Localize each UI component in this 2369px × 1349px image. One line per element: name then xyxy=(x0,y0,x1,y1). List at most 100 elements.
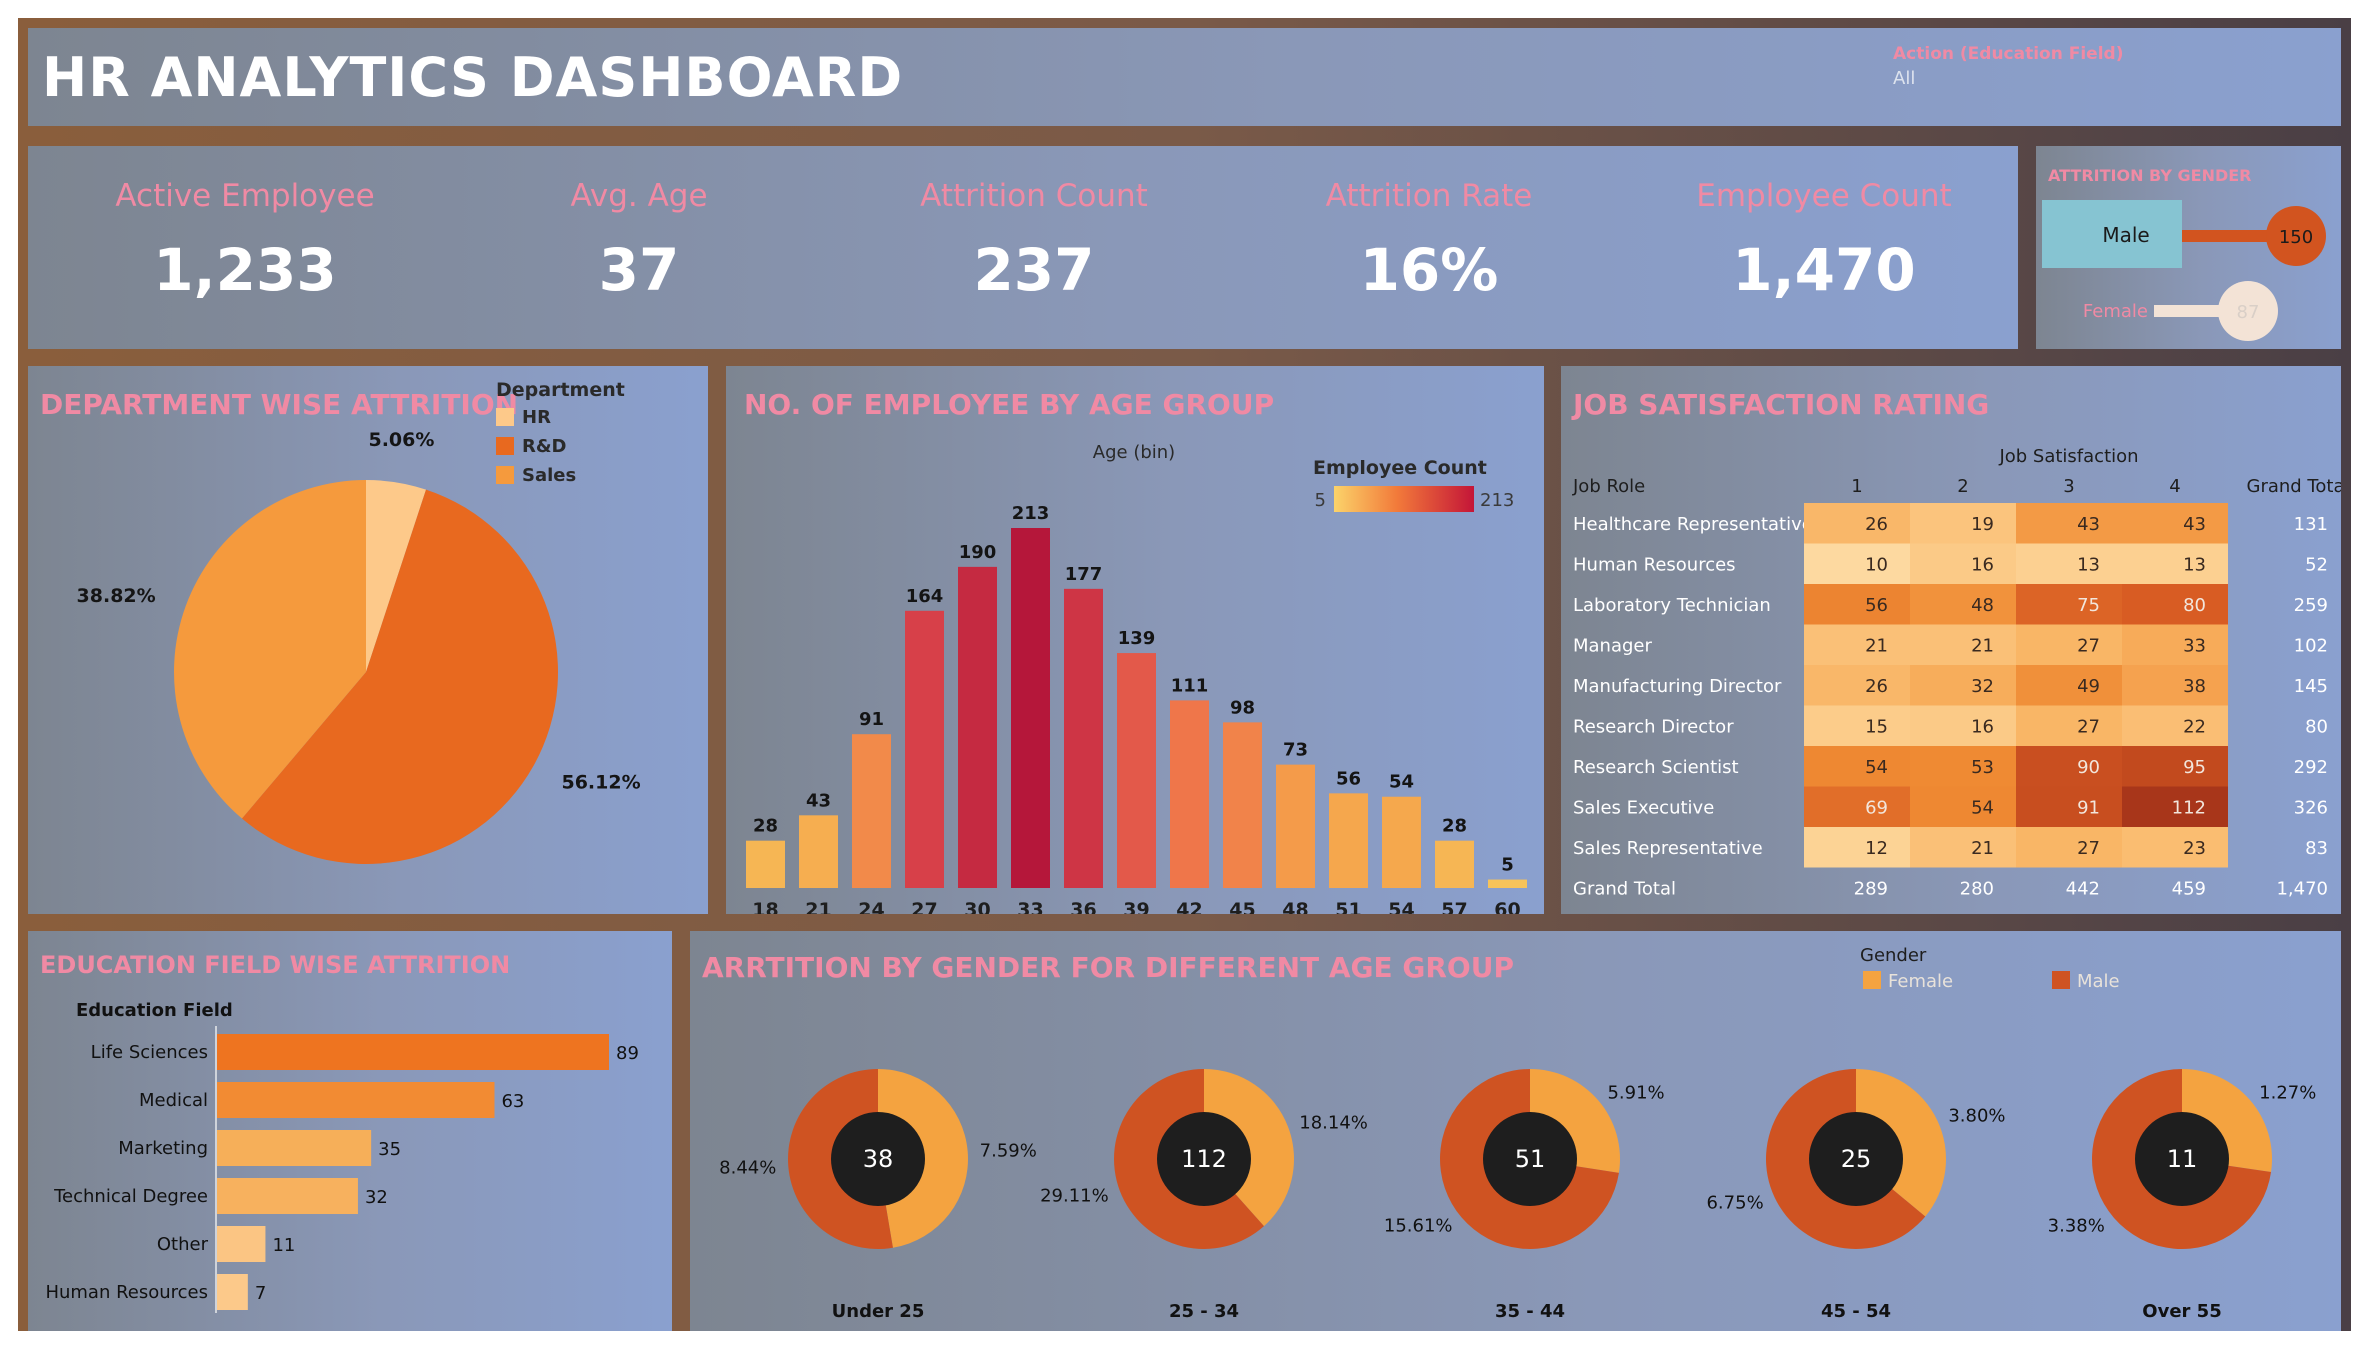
heatmap-cell[interactable] xyxy=(2122,624,2228,666)
donut-female-segment[interactable] xyxy=(1856,1069,1947,1217)
heatmap-cell[interactable] xyxy=(1804,543,1910,585)
heatmap-cell[interactable] xyxy=(2122,543,2228,585)
heatmap-cell[interactable] xyxy=(1910,665,2016,706)
donut-center-value: 112 xyxy=(1181,1145,1227,1173)
bar-value-label: 28 xyxy=(753,816,778,837)
donut-center xyxy=(1809,1112,1903,1206)
heatmap-cell[interactable] xyxy=(2016,665,2122,706)
heatmap-cell[interactable] xyxy=(1910,503,2016,544)
education-bar[interactable] xyxy=(217,1226,266,1262)
heatmap-cell[interactable] xyxy=(2016,584,2122,625)
heatmap-cell[interactable] xyxy=(2122,786,2228,828)
panel-title: ARRTITION BY GENDER FOR DIFFERENT AGE GR… xyxy=(702,951,1514,984)
gender-lollipop-chart: Male 150 Female 87 xyxy=(2042,200,2326,341)
heatmap-cell[interactable] xyxy=(2122,705,2228,747)
cell-value: 75 xyxy=(2077,595,2100,616)
filter-value[interactable]: All xyxy=(1893,68,1916,89)
heatmap-cell[interactable] xyxy=(1910,584,2016,625)
education-bar[interactable] xyxy=(217,1034,609,1070)
row-total: 80 xyxy=(2305,717,2328,738)
age-bar[interactable] xyxy=(1488,879,1527,888)
age-bar[interactable] xyxy=(1382,796,1421,888)
pie-slice-hr[interactable] xyxy=(366,480,427,672)
donut-male-segment[interactable] xyxy=(1766,1069,1926,1249)
row-total: 292 xyxy=(2294,757,2328,778)
donut-male-segment[interactable] xyxy=(1114,1069,1264,1249)
education-bar[interactable] xyxy=(217,1274,248,1310)
legend-swatch xyxy=(496,466,514,484)
heatmap-cell[interactable] xyxy=(2122,827,2228,868)
category-label: Life Sciences xyxy=(91,1042,208,1063)
column-header: 1 xyxy=(1851,476,1862,497)
donut-male-segment[interactable] xyxy=(2092,1069,2272,1249)
heatmap-cell[interactable] xyxy=(1910,786,2016,828)
male-pct-label: 15.61% xyxy=(1384,1215,1453,1236)
heatmap-cell[interactable] xyxy=(2016,503,2122,544)
donut-female-segment[interactable] xyxy=(878,1069,968,1248)
heatmap-cell[interactable] xyxy=(1804,503,1910,544)
age-bar[interactable] xyxy=(799,815,838,888)
heatmap-cell[interactable] xyxy=(2122,584,2228,625)
heatmap-cell[interactable] xyxy=(2016,746,2122,787)
cell-value: 32 xyxy=(1971,676,1994,697)
heatmap-cell[interactable] xyxy=(1804,624,1910,666)
heatmap-cell[interactable] xyxy=(1804,746,1910,787)
education-field-filter[interactable]: Action (Education Field) All xyxy=(1893,44,2133,89)
age-bar[interactable] xyxy=(852,734,891,888)
heatmap-cell[interactable] xyxy=(2016,624,2122,666)
age-bar[interactable] xyxy=(1011,528,1050,888)
heatmap-cell[interactable] xyxy=(1804,705,1910,747)
donut-male-segment[interactable] xyxy=(1440,1069,1619,1249)
age-bar[interactable] xyxy=(1435,840,1474,888)
female-pct-label: 7.59% xyxy=(980,1141,1037,1162)
heatmap-cell[interactable] xyxy=(1910,543,2016,585)
donut-female-segment[interactable] xyxy=(2182,1069,2272,1173)
education-bar[interactable] xyxy=(217,1082,495,1118)
grand-total-row-label: Grand Total xyxy=(1573,879,1676,900)
cell-value: 69 xyxy=(1865,798,1888,819)
row-label: Human Resources xyxy=(1573,555,1736,576)
slice-label: 5.06% xyxy=(368,429,434,451)
column-total: 459 xyxy=(2172,879,2206,900)
education-bar[interactable] xyxy=(217,1178,358,1214)
heatmap-cell[interactable] xyxy=(1910,624,2016,666)
cell-value: 56 xyxy=(1865,595,1888,616)
age-bar[interactable] xyxy=(958,566,997,888)
age-bar[interactable] xyxy=(1064,588,1103,888)
age-bar[interactable] xyxy=(905,610,944,888)
heatmap-cell[interactable] xyxy=(1804,786,1910,828)
age-bar[interactable] xyxy=(1276,764,1315,888)
heatmap-cell[interactable] xyxy=(1910,705,2016,747)
heatmap-cell[interactable] xyxy=(1804,584,1910,625)
heatmap-cell[interactable] xyxy=(1804,665,1910,706)
age-bar[interactable] xyxy=(1170,700,1209,888)
cell-value: 27 xyxy=(2077,838,2100,859)
cell-value: 54 xyxy=(1865,757,1888,778)
heatmap-cell[interactable] xyxy=(2016,786,2122,828)
donut-female-segment[interactable] xyxy=(1530,1069,1621,1173)
kpi-value: 237 xyxy=(973,236,1095,304)
row-total: 326 xyxy=(2294,798,2328,819)
education-bar[interactable] xyxy=(217,1130,372,1166)
heatmap-cell[interactable] xyxy=(2016,705,2122,747)
heatmap-cell[interactable] xyxy=(2016,543,2122,585)
age-bar[interactable] xyxy=(1117,653,1156,888)
heatmap-cell[interactable] xyxy=(2122,746,2228,787)
age-bar[interactable] xyxy=(1223,722,1262,888)
heatmap-cell[interactable] xyxy=(2122,665,2228,706)
heatmap-cell[interactable] xyxy=(1910,827,2016,868)
cell-value: 22 xyxy=(2183,717,2206,738)
job-satisfaction-heatmap: Job Satisfaction Job Role 1 2 3 4 Grand Tota… xyxy=(1572,446,2341,900)
pie-slice-rd[interactable] xyxy=(241,489,558,864)
cell-value: 15 xyxy=(1865,717,1888,738)
heatmap-cell[interactable] xyxy=(1804,827,1910,868)
heatmap-cell[interactable] xyxy=(1910,746,2016,787)
heatmap-cell[interactable] xyxy=(2016,827,2122,868)
heatmap-cell[interactable] xyxy=(2122,503,2228,544)
pie-slice-sales[interactable] xyxy=(174,480,366,819)
age-bar[interactable] xyxy=(1329,793,1368,888)
cell-value: 26 xyxy=(1865,676,1888,697)
age-bar[interactable] xyxy=(746,840,785,888)
job-satisfaction-panel: JOB SATISFACTION RATING Job Satisfaction… xyxy=(1561,366,2341,914)
age-group-label: Over 55 xyxy=(2142,1301,2221,1322)
